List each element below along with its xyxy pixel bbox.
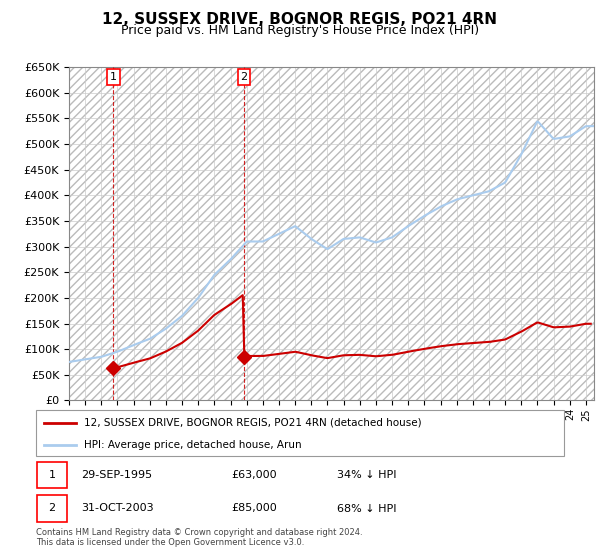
Text: 31-OCT-2003: 31-OCT-2003 [81, 503, 154, 514]
Text: 1: 1 [110, 72, 117, 82]
Text: 68% ↓ HPI: 68% ↓ HPI [337, 503, 397, 514]
FancyBboxPatch shape [37, 462, 67, 488]
Text: 12, SUSSEX DRIVE, BOGNOR REGIS, PO21 4RN (detached house): 12, SUSSEX DRIVE, BOGNOR REGIS, PO21 4RN… [83, 418, 421, 428]
FancyBboxPatch shape [36, 410, 564, 456]
Text: 34% ↓ HPI: 34% ↓ HPI [337, 470, 397, 480]
FancyBboxPatch shape [37, 496, 67, 522]
Text: 2: 2 [48, 503, 55, 514]
Text: 12, SUSSEX DRIVE, BOGNOR REGIS, PO21 4RN: 12, SUSSEX DRIVE, BOGNOR REGIS, PO21 4RN [103, 12, 497, 27]
Text: 2: 2 [241, 72, 248, 82]
Text: £85,000: £85,000 [232, 503, 277, 514]
Text: £63,000: £63,000 [232, 470, 277, 480]
Text: Contains HM Land Registry data © Crown copyright and database right 2024.
This d: Contains HM Land Registry data © Crown c… [36, 528, 362, 547]
Text: 29-SEP-1995: 29-SEP-1995 [81, 470, 152, 480]
Text: 1: 1 [49, 470, 55, 480]
Text: Price paid vs. HM Land Registry's House Price Index (HPI): Price paid vs. HM Land Registry's House … [121, 24, 479, 36]
Text: HPI: Average price, detached house, Arun: HPI: Average price, detached house, Arun [83, 440, 301, 450]
